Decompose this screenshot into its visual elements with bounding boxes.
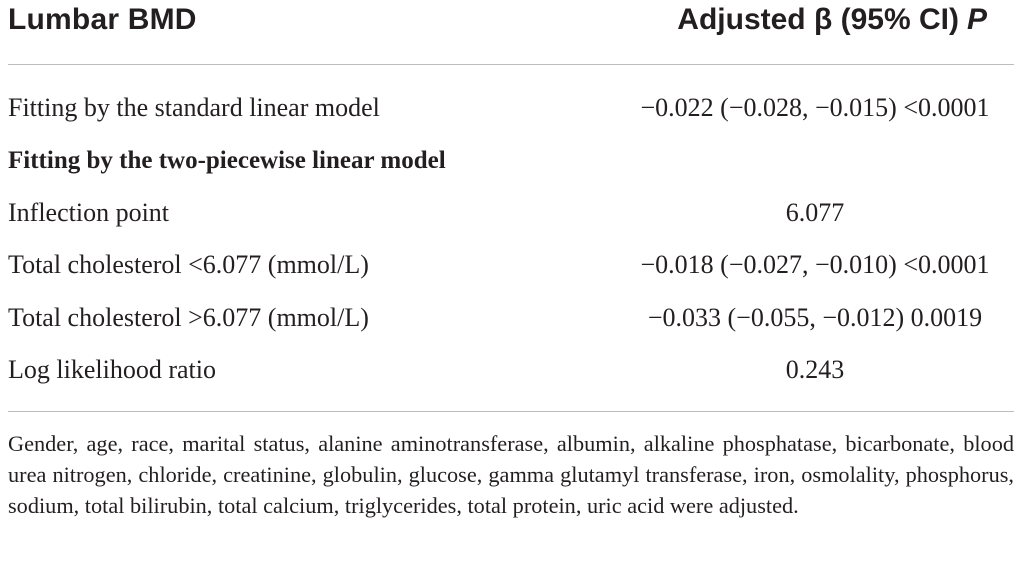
- table-row: Fitting by the standard linear model −0.…: [0, 88, 1020, 128]
- table-row: Log likelihood ratio 0.243: [0, 350, 1020, 390]
- row-label: Log likelihood ratio: [8, 355, 216, 384]
- row-value: 0.243: [785, 355, 845, 384]
- row-value: 6.077: [785, 198, 845, 227]
- row-label: Inflection point: [8, 198, 170, 227]
- table-row: Inflection point 6.077: [0, 193, 1020, 233]
- footer-divider: [8, 411, 1014, 412]
- header-p-value: P: [966, 3, 987, 36]
- table-footnote: Gender, age, race, marital status, alani…: [8, 431, 1014, 518]
- row-label: Total cholesterol <6.077 (mmol/L): [8, 250, 369, 279]
- table-row: Fitting by the two-piecewise linear mode…: [0, 141, 1020, 181]
- table-row: Total cholesterol >6.077 (mmol/L) −0.033…: [0, 298, 1020, 338]
- table-header: Lumbar BMD Adjusted β (95% CI) P: [0, 0, 1020, 48]
- row-value: −0.018 (−0.027, −0.010) <0.0001: [640, 250, 990, 279]
- header-divider: [8, 64, 1014, 65]
- row-section-label: Fitting by the two-piecewise linear mode…: [8, 147, 446, 174]
- row-value: −0.022 (−0.028, −0.015) <0.0001: [640, 93, 990, 122]
- row-label: Fitting by the standard linear model: [8, 93, 380, 122]
- header-beta-ci: Adjusted β (95% CI): [677, 3, 959, 36]
- header-lumbar-bmd: Lumbar BMD: [8, 3, 197, 36]
- row-value: −0.033 (−0.055, −0.012) 0.0019: [647, 303, 983, 332]
- table-row: Total cholesterol <6.077 (mmol/L) −0.018…: [0, 245, 1020, 285]
- row-label: Total cholesterol >6.077 (mmol/L): [8, 303, 369, 332]
- header-adjusted-beta: Adjusted β (95% CI) P: [677, 3, 987, 37]
